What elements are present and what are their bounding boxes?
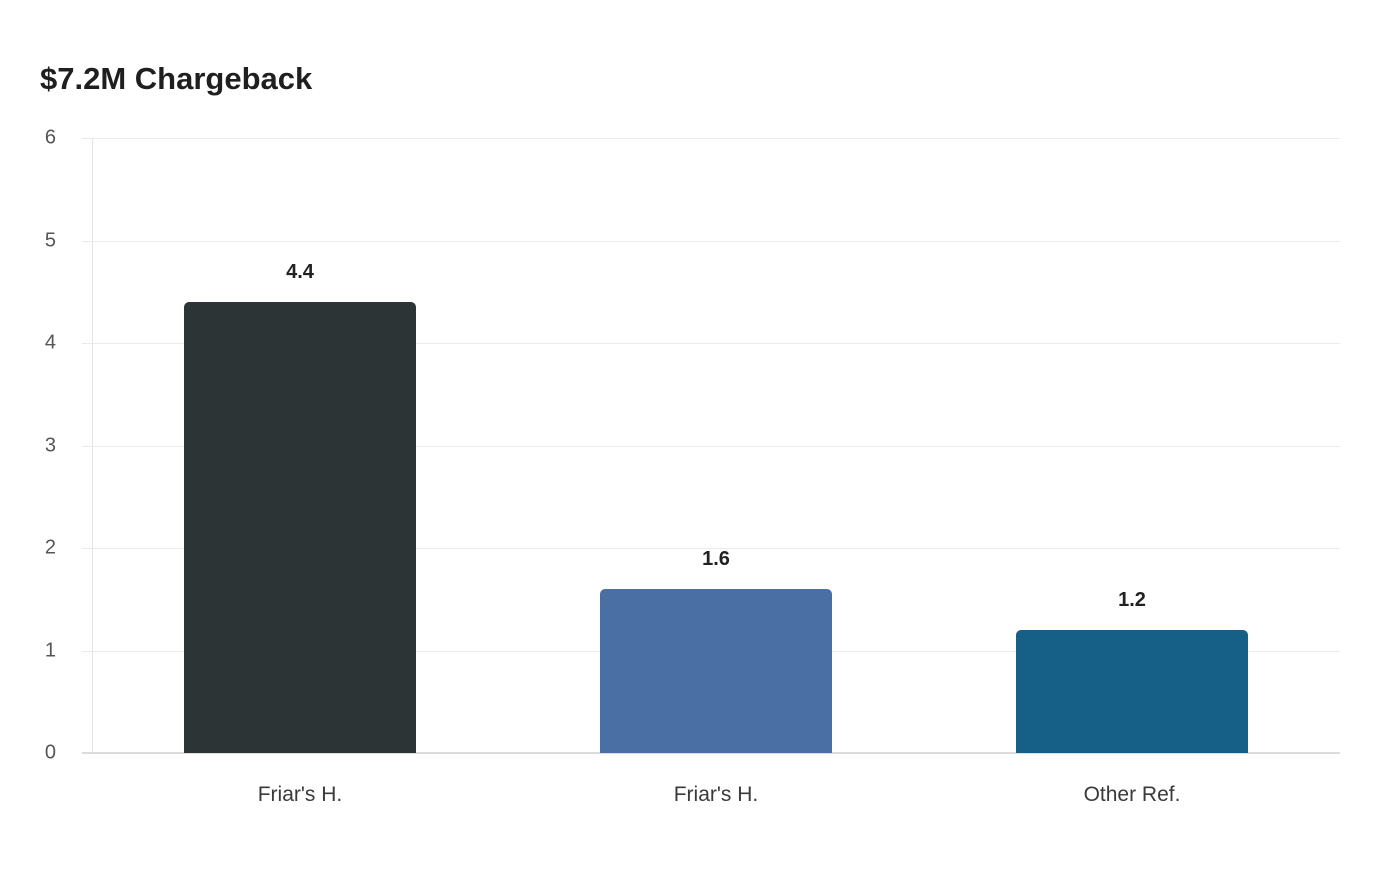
x-axis-line (82, 752, 1340, 754)
plot-area: 0 1 2 3 4 5 6 4.4 Friar's H. 1.6 Friar's H. 1.2 Othe… (45, 127, 1340, 806)
bar[interactable] (184, 302, 416, 753)
gridline (82, 138, 1340, 139)
x-category-label: Friar's H. (673, 783, 759, 806)
x-category-label: Other Ref. (1083, 783, 1181, 806)
y-tick-label: 2 (44, 536, 56, 559)
x-category-label: Friar's H. (257, 783, 343, 806)
bar-value-label: 1.2 (1118, 589, 1146, 611)
bar[interactable] (600, 589, 832, 753)
bar[interactable] (1016, 630, 1248, 753)
bar-value-label: 1.6 (702, 548, 730, 570)
y-tick-label: 6 (44, 126, 56, 149)
chart-title: $7.2M Chargeback (40, 61, 313, 96)
y-tick-label: 4 (44, 331, 56, 354)
gridline (82, 445, 1340, 447)
y-tick-label: 5 (44, 229, 56, 251)
y-tick-label: 0 (44, 741, 56, 764)
gridline (82, 240, 1340, 242)
gridline (82, 548, 1340, 549)
gridline (82, 343, 1340, 344)
y-tick-label: 1 (44, 639, 56, 661)
y-tick-label: 3 (44, 434, 56, 456)
bar-value-label: 4.4 (286, 261, 314, 283)
